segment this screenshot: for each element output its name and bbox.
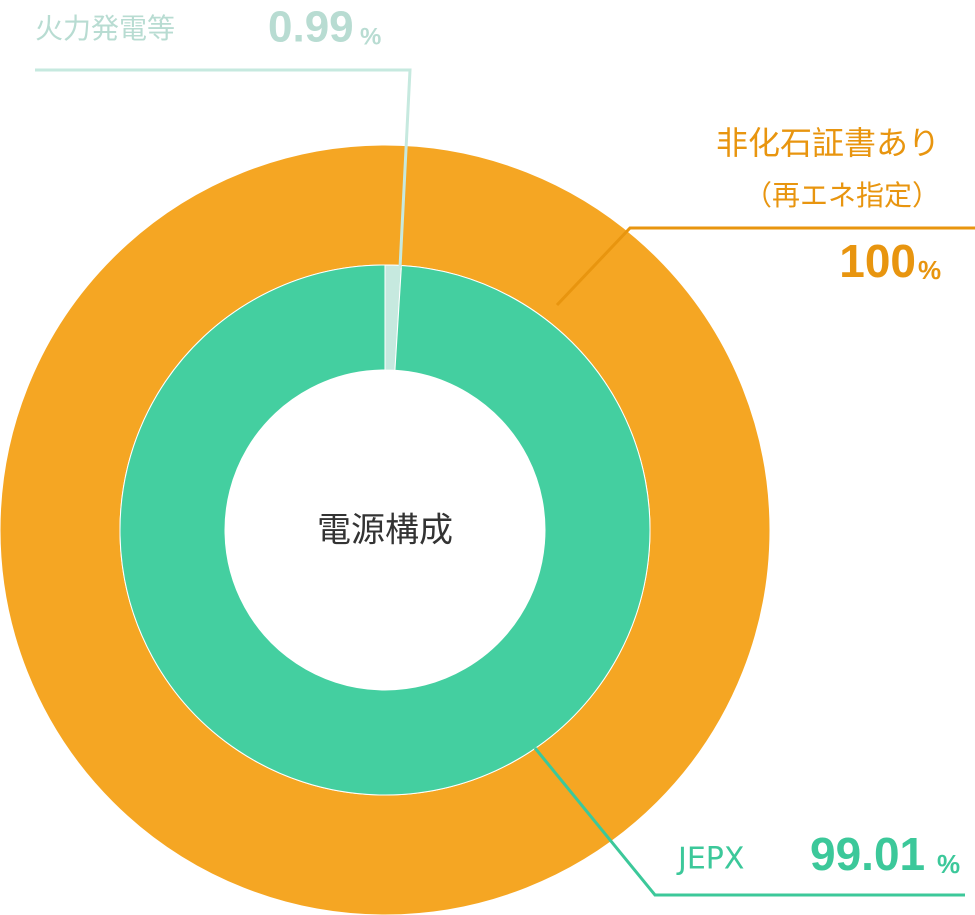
value-unit: % bbox=[918, 255, 941, 285]
value-label: 99.01 bbox=[810, 828, 925, 880]
series-name: 火力発電等 bbox=[35, 12, 175, 45]
value-label: 0.99 bbox=[268, 3, 354, 52]
series-name: JEPX bbox=[676, 842, 744, 877]
series-name: 非化石証書あり bbox=[716, 124, 940, 162]
value-label: 100 bbox=[839, 235, 916, 287]
value-unit: % bbox=[937, 849, 960, 879]
leader-line bbox=[533, 747, 965, 897]
center-label: 電源構成 bbox=[317, 511, 453, 551]
donut-hole bbox=[225, 370, 545, 690]
leader-line bbox=[555, 226, 975, 307]
leader-line bbox=[35, 68, 412, 269]
value-unit: % bbox=[360, 23, 381, 50]
series-subname: （再エネ指定） bbox=[744, 179, 940, 212]
